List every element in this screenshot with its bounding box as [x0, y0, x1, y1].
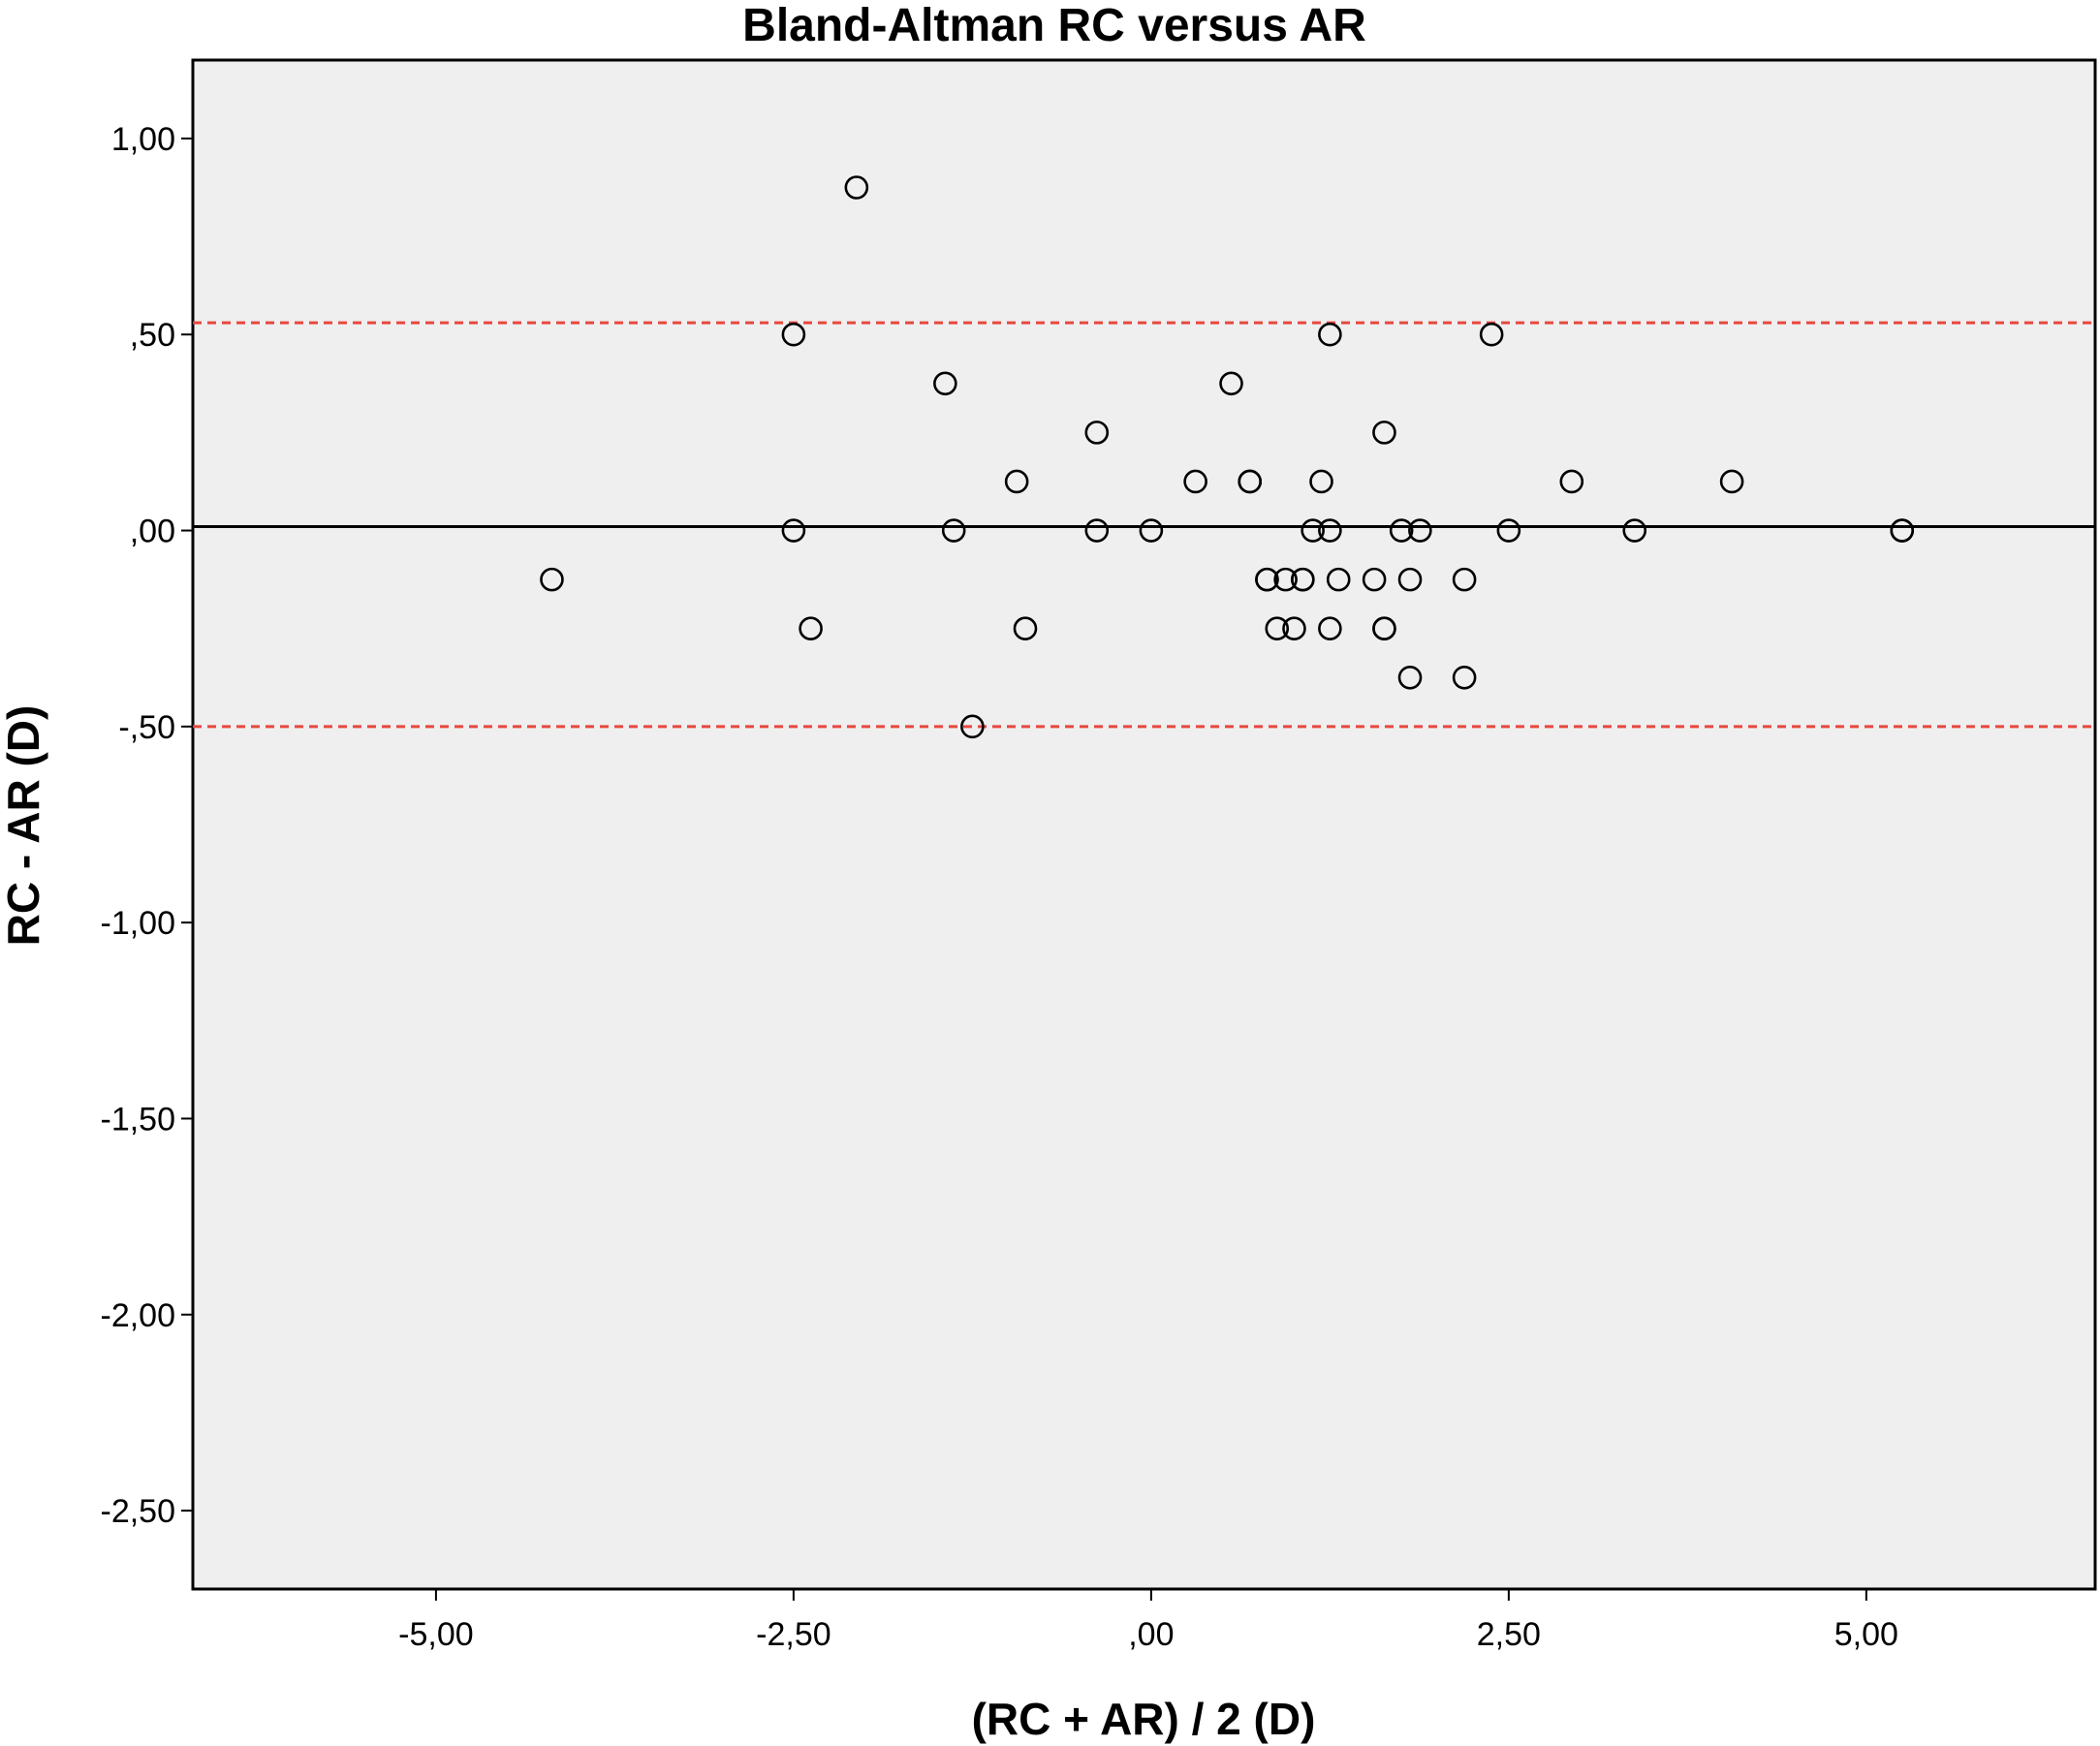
data-point: [1452, 665, 1477, 690]
x-axis: -5,00 -2,50 ,00 2,50 5,00: [398, 1589, 1898, 1653]
data-point: [1013, 616, 1038, 640]
data-point: [799, 616, 823, 640]
data-point: [1255, 567, 1279, 592]
y-tick-label: ,50: [130, 317, 175, 354]
data-point: [1139, 518, 1164, 543]
reference-lines: [193, 321, 2095, 729]
data-point: [1084, 421, 1110, 445]
data-point: [941, 518, 966, 543]
data-point: [1326, 567, 1351, 592]
data-point: [1372, 616, 1396, 640]
data-point: [1362, 567, 1387, 592]
data-point: [1372, 421, 1396, 445]
data-point: [1282, 616, 1306, 640]
data-point: [1265, 616, 1290, 640]
y-tick-label: -,50: [118, 709, 175, 746]
chart-title: Bland-Altman RC versus AR: [742, 0, 1366, 51]
data-point: [1238, 469, 1263, 494]
plot-area: [191, 58, 2097, 1591]
data-point: [1479, 322, 1504, 347]
y-tick-label: 1,00: [111, 121, 175, 158]
y-tick-label: -2,00: [101, 1297, 176, 1334]
data-points: [540, 175, 1915, 739]
data-point: [1318, 616, 1342, 640]
y-tick-label: -2,50: [101, 1493, 176, 1530]
data-point: [1559, 469, 1584, 494]
y-tick-label: ,00: [130, 514, 175, 550]
data-point: [1183, 469, 1207, 494]
data-point: [1318, 518, 1342, 543]
data-point: [1397, 665, 1423, 690]
y-axis: 1,00 ,50 ,00 -,50 -1,00 -1,50 -2,00 -2,50: [101, 121, 193, 1530]
data-point: [1719, 469, 1744, 494]
data-point: [1309, 469, 1333, 494]
x-tick-label: 2,50: [1477, 1616, 1541, 1653]
data-point: [1004, 469, 1029, 494]
data-point: [1397, 567, 1423, 592]
data-point: [1291, 567, 1315, 592]
data-point: [1318, 322, 1342, 347]
data-point: [1301, 518, 1325, 543]
data-point: [1273, 567, 1298, 592]
y-tick-label: -1,50: [101, 1101, 176, 1138]
data-point: [960, 714, 985, 739]
data-point: [781, 518, 806, 543]
data-point: [1084, 518, 1110, 543]
x-axis-label: (RC + AR) / 2 (D): [972, 1694, 1316, 1744]
data-point: [1496, 518, 1521, 543]
y-axis-label: RC - AR (D): [0, 705, 48, 947]
data-point: [1408, 518, 1432, 543]
y-tick-label: -1,00: [101, 905, 176, 942]
data-point: [781, 322, 806, 347]
data-point: [1622, 518, 1647, 543]
data-point: [1890, 518, 1915, 543]
x-tick-label: -5,00: [398, 1616, 474, 1653]
data-point: [844, 175, 869, 200]
x-tick-label: -2,50: [756, 1616, 831, 1653]
data-point: [1389, 518, 1414, 543]
data-point: [540, 567, 564, 592]
data-point: [1219, 371, 1243, 396]
data-point: [1452, 567, 1477, 592]
x-tick-label: ,00: [1128, 1616, 1174, 1653]
x-tick-label: 5,00: [1834, 1616, 1898, 1653]
data-point: [933, 371, 957, 396]
